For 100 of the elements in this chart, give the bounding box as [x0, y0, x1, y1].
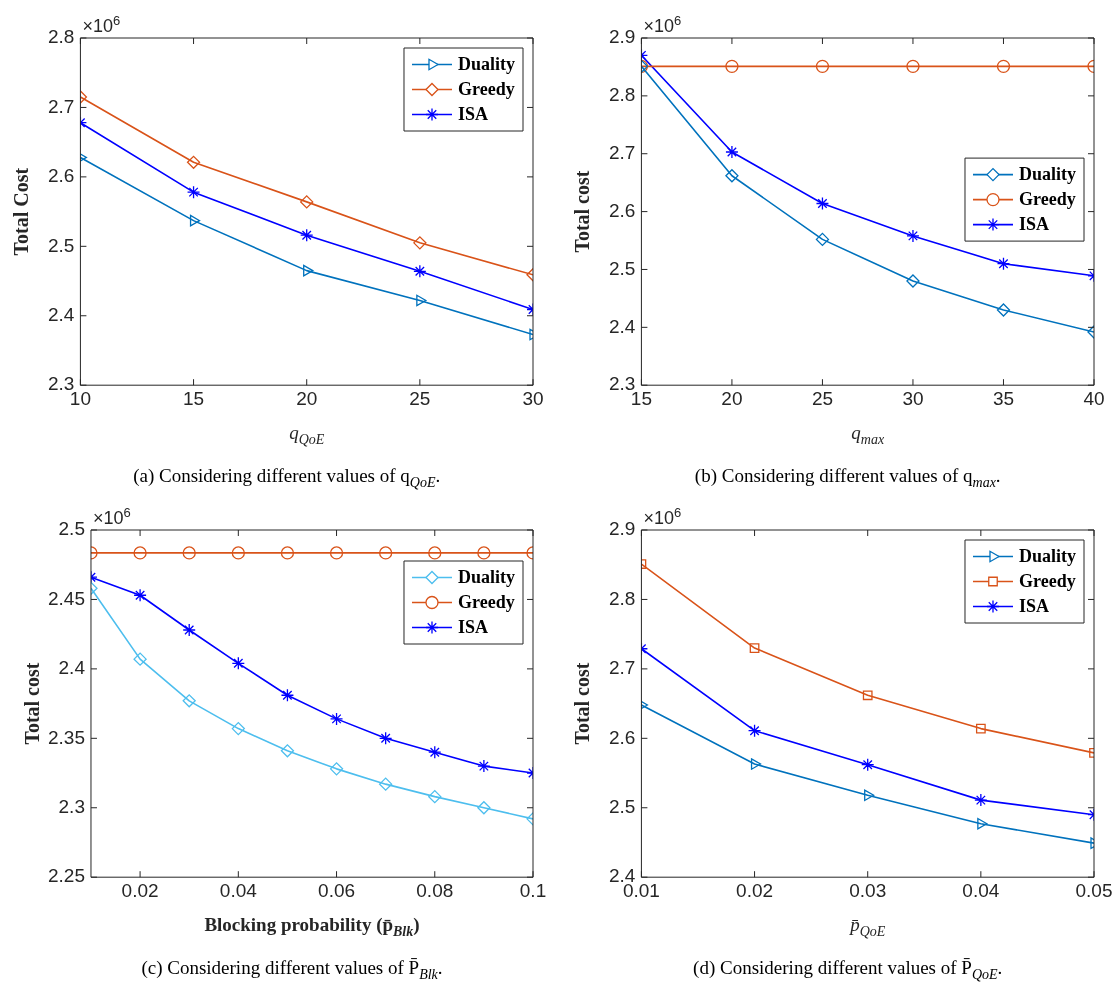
y-tick-label: 2.8: [47, 26, 75, 48]
x-tick-label: 0.03: [849, 879, 887, 901]
legend-label: Duality: [457, 54, 516, 75]
y-tick-label: 2.8: [608, 587, 636, 609]
legend-label: Duality: [457, 567, 516, 588]
legend-label: Duality: [1018, 164, 1077, 185]
point: [725, 59, 739, 73]
point: [413, 264, 427, 278]
x-tick-label: 0.06: [318, 879, 356, 901]
x-tick-label: 25: [811, 387, 834, 409]
point: [133, 588, 147, 602]
y-tick-label: 2.6: [608, 726, 636, 748]
point: [996, 303, 1011, 317]
legend-label: ISA: [1018, 596, 1050, 617]
point: [379, 546, 393, 560]
point: [906, 274, 920, 288]
y-tick-label: 2.3: [58, 795, 85, 817]
point: [815, 232, 830, 247]
y-tick-label: 2.6: [608, 199, 636, 221]
point: [750, 758, 762, 770]
point: [329, 546, 344, 560]
point: [300, 228, 314, 242]
y-tick-label: 2.5: [608, 257, 636, 279]
point: [133, 652, 147, 666]
point: [379, 731, 393, 745]
y-tick-label: 2.7: [608, 657, 636, 679]
point: [231, 546, 245, 560]
y-tick-label: 2.4: [58, 657, 86, 679]
x-tick-label: 0.1: [519, 879, 547, 901]
point: [280, 688, 295, 702]
x-tick-label: 15: [182, 387, 205, 409]
legend-label: Greedy: [1018, 571, 1076, 592]
legend-label: ISA: [457, 617, 489, 638]
legend-label: ISA: [457, 104, 489, 125]
y-tick-label: 2.7: [608, 141, 636, 163]
point: [428, 745, 442, 759]
point: [906, 229, 920, 243]
y-tick-label: 2.5: [58, 518, 85, 540]
y-tick-label: 2.45: [48, 587, 85, 609]
point: [747, 724, 762, 738]
y-axis-title: Total Cost: [10, 167, 33, 256]
point: [974, 793, 988, 807]
y-axis-title: Total cost: [571, 662, 594, 745]
point: [975, 723, 986, 734]
x-tick-label: 30: [522, 387, 544, 409]
y-tick-label: 2.25: [48, 865, 85, 887]
point: [133, 546, 147, 560]
y-tick-label: 2.7: [47, 95, 75, 117]
legend-label: Greedy: [457, 79, 515, 100]
x-tick-label: 0.02: [736, 879, 774, 901]
point: [231, 721, 245, 736]
x-tick-label: 0.04: [219, 879, 258, 901]
point: [182, 623, 196, 637]
point: [815, 59, 830, 73]
x-tick-label: 25: [409, 387, 431, 409]
point: [477, 546, 491, 560]
point: [749, 643, 760, 653]
y-tick-label: 2.9: [608, 26, 636, 48]
legend-label: ISA: [1018, 214, 1050, 235]
x-tick-label: 0.05: [1075, 879, 1113, 901]
point: [182, 546, 196, 560]
point: [182, 694, 196, 708]
point: [428, 546, 442, 560]
y-axis-title: Total cost: [20, 662, 43, 745]
x-tick-label: 20: [721, 387, 743, 409]
legend-label: Greedy: [1018, 189, 1076, 210]
point: [996, 59, 1011, 73]
point: [303, 264, 314, 277]
point: [906, 59, 920, 73]
point: [280, 546, 295, 560]
point: [477, 801, 491, 815]
legend-label: Greedy: [457, 592, 515, 613]
point: [329, 712, 344, 726]
point: [413, 236, 427, 250]
point: [725, 145, 739, 159]
point: [189, 214, 201, 227]
x-tick-label: 0.04: [962, 879, 1000, 901]
y-tick-label: 2.5: [47, 234, 75, 256]
point: [428, 790, 442, 804]
y-axis-title: Total cost: [571, 170, 594, 253]
x-tick-label: 40: [1083, 387, 1105, 409]
y-tick-label: 2.4: [608, 315, 636, 337]
x-tick-label: 20: [296, 387, 318, 409]
point: [861, 758, 875, 772]
x-tick-label: 35: [992, 387, 1015, 409]
x-tick-label: 30: [902, 387, 924, 409]
y-tick-label: 2.35: [48, 726, 85, 748]
point: [379, 777, 393, 791]
x-tick-label: 0.02: [121, 879, 159, 901]
point: [280, 744, 295, 758]
y-tick-label: 2.4: [47, 303, 75, 325]
point: [329, 762, 344, 776]
y-tick-label: 2.6: [47, 165, 75, 187]
point: [477, 759, 491, 773]
point: [725, 169, 739, 183]
legend-label: Duality: [1018, 546, 1077, 567]
point: [300, 195, 314, 209]
y-tick-label: 2.9: [608, 518, 636, 540]
point: [864, 789, 875, 802]
point: [815, 196, 830, 211]
